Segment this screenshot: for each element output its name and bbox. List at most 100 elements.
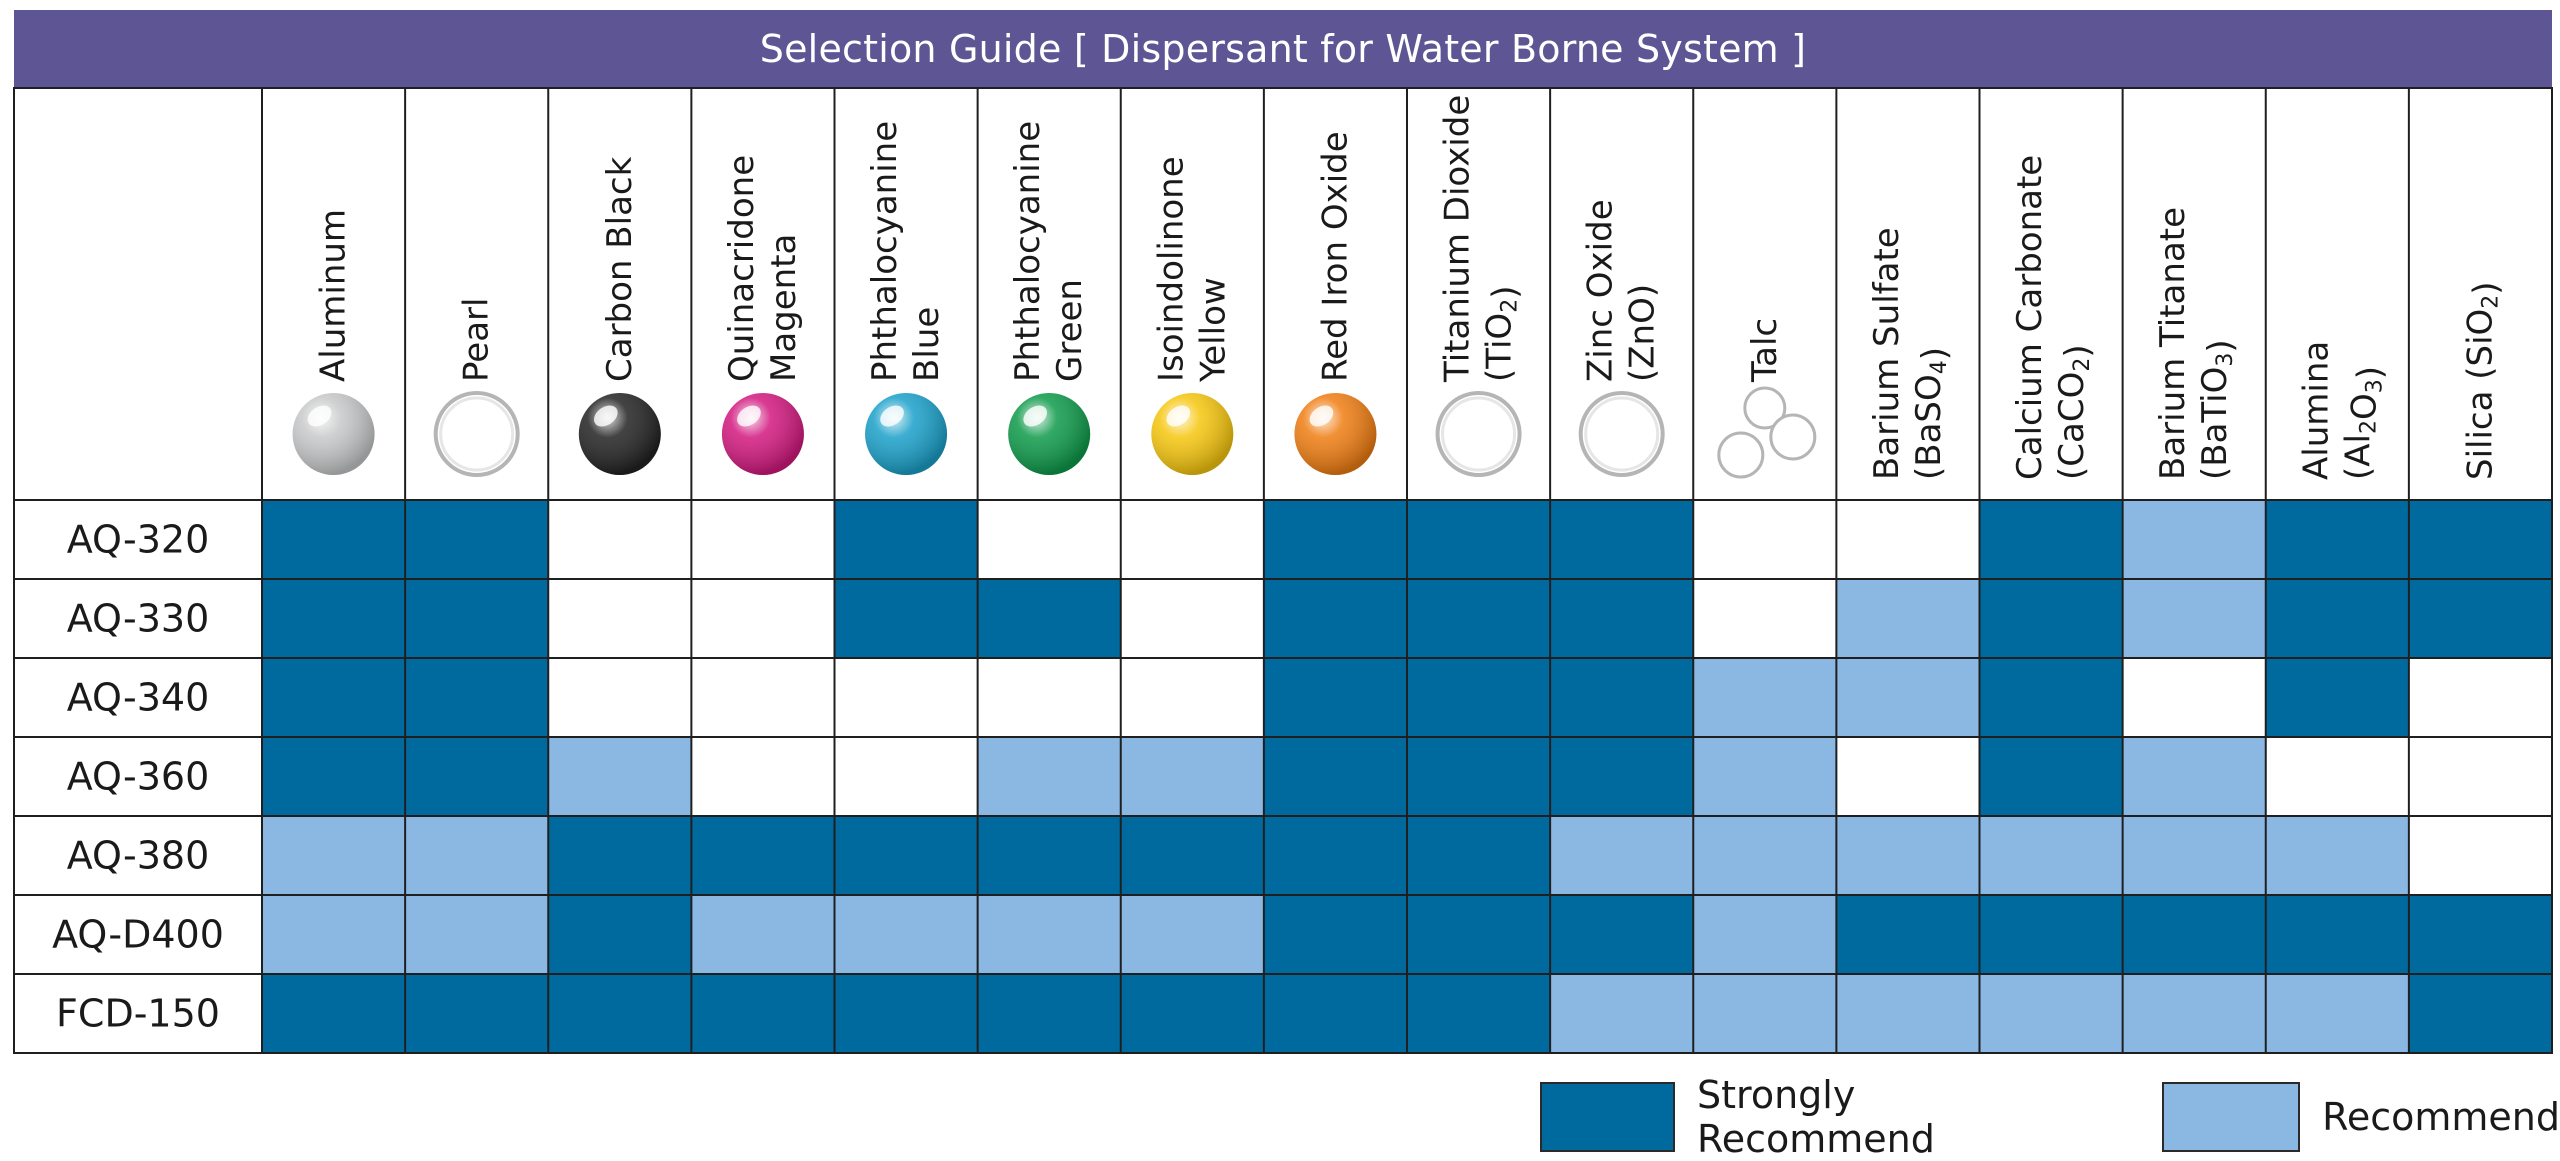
cell-aq-d400-talc: [1693, 895, 1837, 974]
zinc-oxide-zno-sphere-icon: [1578, 391, 1665, 477]
carbon-black-sphere-icon: [578, 393, 661, 475]
cell-aq-360-isoindolinone-yellow: [1120, 737, 1264, 816]
cell-aq-330-isoindolinone-yellow: [1120, 579, 1264, 658]
column-header-isoindolinone-yellow-line-1: Isoindolinone: [1151, 156, 1191, 382]
cell-aq-340-zinc-oxide-zno: [1550, 658, 1694, 737]
cell-aq-340-isoindolinone-yellow: [1120, 658, 1264, 737]
cell-aq-d400-phthalocyanine-green: [977, 895, 1121, 974]
cell-aq-d400-barium-sulfate-baso4: [1836, 895, 1980, 974]
column-header-pearl: Pearl: [457, 298, 497, 382]
cell-aq-360-silica-sio2: [2408, 737, 2552, 816]
cell-aq-360-calcium-carbonate-caco2: [1979, 737, 2123, 816]
cell-fcd-150-alumina-al2o3: [2265, 974, 2409, 1053]
cell-aq-380-silica-sio2: [2408, 816, 2552, 895]
cell-aq-320-red-iron-oxide: [1263, 500, 1407, 579]
cell-aq-320-zinc-oxide-zno: [1550, 500, 1694, 579]
aluminum-sphere-icon: [292, 393, 375, 475]
legend-label-recommend: Recommend: [2322, 1095, 2560, 1139]
cell-aq-380-phthalocyanine-green: [977, 816, 1121, 895]
chart-title: Selection Guide [ Dispersant for Water B…: [14, 10, 2552, 88]
cell-aq-d400-barium-titanate-batio3: [2122, 895, 2266, 974]
cell-aq-320-pearl: [405, 500, 549, 579]
column-header-titanium-dioxide-tio2-line-1: Titanium Dioxide: [1438, 95, 1478, 383]
cell-aq-320-quinacridone-magenta: [691, 500, 835, 579]
cell-aq-380-aluminum: [262, 816, 406, 895]
cell-aq-320-barium-titanate-batio3: [2122, 500, 2266, 579]
cell-aq-320-phthalocyanine-green: [977, 500, 1121, 579]
cell-aq-380-alumina-al2o3: [2265, 816, 2409, 895]
column-header-zinc-oxide-zno-line-1: Zinc Oxide: [1581, 199, 1621, 382]
cell-aq-330-calcium-carbonate-caco2: [1979, 579, 2123, 658]
row-label-aq-380: AQ-380: [67, 834, 210, 878]
cell-aq-330-zinc-oxide-zno: [1550, 579, 1694, 658]
cell-aq-360-quinacridone-magenta: [691, 737, 835, 816]
column-header-titanium-dioxide-tio2-line-2: (TiO2): [1480, 286, 1526, 382]
cell-aq-320-alumina-al2o3: [2265, 500, 2409, 579]
legend-label-strong: Strongly Recommend: [1697, 1073, 1935, 1161]
cell-aq-340-barium-sulfate-baso4: [1836, 658, 1980, 737]
cell-aq-340-pearl: [405, 658, 549, 737]
cell-fcd-150-talc: [1693, 974, 1837, 1053]
cell-aq-360-pearl: [405, 737, 549, 816]
talc-icon: [1717, 386, 1817, 479]
legend: Strongly Recommend Recommend: [1540, 1073, 2560, 1161]
cell-aq-380-barium-sulfate-baso4: [1836, 816, 1980, 895]
cell-aq-340-silica-sio2: [2408, 658, 2552, 737]
cell-aq-380-titanium-dioxide-tio2: [1407, 816, 1551, 895]
cell-aq-330-quinacridone-magenta: [691, 579, 835, 658]
cell-aq-320-calcium-carbonate-caco2: [1979, 500, 2123, 579]
column-header-quinacridone-magenta-line-1: Quinacridone: [722, 155, 762, 382]
cell-aq-340-aluminum: [262, 658, 406, 737]
cell-aq-340-red-iron-oxide: [1263, 658, 1407, 737]
cell-aq-d400-red-iron-oxide: [1263, 895, 1407, 974]
cell-aq-d400-aluminum: [262, 895, 406, 974]
cell-aq-360-barium-titanate-batio3: [2122, 737, 2266, 816]
column-header-barium-titanate-batio3-line-2: (BaTiO3): [2195, 339, 2241, 480]
legend-item-strong: Strongly Recommend: [1540, 1073, 2096, 1161]
column-header-alumina-al2o3-line-2: (Al2O3): [2338, 366, 2390, 480]
column-header-phthalocyanine-green-line-1: Phthalocyanine: [1008, 121, 1048, 382]
legend-swatch-strong: [1540, 1082, 1676, 1152]
red-iron-oxide-sphere-icon: [1294, 393, 1377, 475]
cell-aq-330-barium-sulfate-baso4: [1836, 579, 1980, 658]
isoindolinone-yellow-sphere-icon: [1151, 393, 1234, 475]
cell-fcd-150-silica-sio2: [2408, 974, 2552, 1053]
cell-aq-320-barium-sulfate-baso4: [1836, 500, 1980, 579]
cell-fcd-150-phthalocyanine-blue: [834, 974, 978, 1053]
cell-aq-360-titanium-dioxide-tio2: [1407, 737, 1551, 816]
cell-aq-d400-calcium-carbonate-caco2: [1979, 895, 2123, 974]
cell-aq-340-alumina-al2o3: [2265, 658, 2409, 737]
column-header-phthalocyanine-blue-line-2: Blue: [907, 307, 947, 382]
cell-aq-330-alumina-al2o3: [2265, 579, 2409, 658]
cell-aq-330-carbon-black: [548, 579, 692, 658]
column-header-phthalocyanine-green-line-2: Green: [1050, 279, 1090, 382]
cell-aq-380-red-iron-oxide: [1263, 816, 1407, 895]
cell-aq-360-barium-sulfate-baso4: [1836, 737, 1980, 816]
cell-aq-320-phthalocyanine-blue: [834, 500, 978, 579]
row-label-fcd-150: FCD-150: [56, 992, 220, 1036]
column-header-aluminum: Aluminum: [314, 209, 354, 382]
column-header-barium-sulfate-baso4-line-2: (BaSO4): [1909, 347, 1955, 480]
cell-aq-340-calcium-carbonate-caco2: [1979, 658, 2123, 737]
cell-aq-360-red-iron-oxide: [1263, 737, 1407, 816]
row-label-aq-340: AQ-340: [67, 676, 210, 720]
cell-aq-380-quinacridone-magenta: [691, 816, 835, 895]
cell-fcd-150-isoindolinone-yellow: [1120, 974, 1264, 1053]
titanium-dioxide-tio2-sphere-icon: [1435, 391, 1522, 477]
cell-fcd-150-red-iron-oxide: [1263, 974, 1407, 1053]
cell-aq-320-carbon-black: [548, 500, 692, 579]
cell-aq-d400-alumina-al2o3: [2265, 895, 2409, 974]
cell-aq-320-isoindolinone-yellow: [1120, 500, 1264, 579]
column-header-silica-sio2: Silica (SiO2): [2460, 281, 2506, 480]
row-label-aq-330: AQ-330: [67, 597, 210, 641]
legend-item-recommend: Recommend: [2162, 1082, 2560, 1152]
cell-aq-380-isoindolinone-yellow: [1120, 816, 1264, 895]
cell-fcd-150-zinc-oxide-zno: [1550, 974, 1694, 1053]
cell-fcd-150-barium-sulfate-baso4: [1836, 974, 1980, 1053]
row-label-aq-360: AQ-360: [67, 755, 210, 799]
cell-aq-380-phthalocyanine-blue: [834, 816, 978, 895]
cell-aq-320-silica-sio2: [2408, 500, 2552, 579]
cell-aq-340-barium-titanate-batio3: [2122, 658, 2266, 737]
cell-aq-330-pearl: [405, 579, 549, 658]
